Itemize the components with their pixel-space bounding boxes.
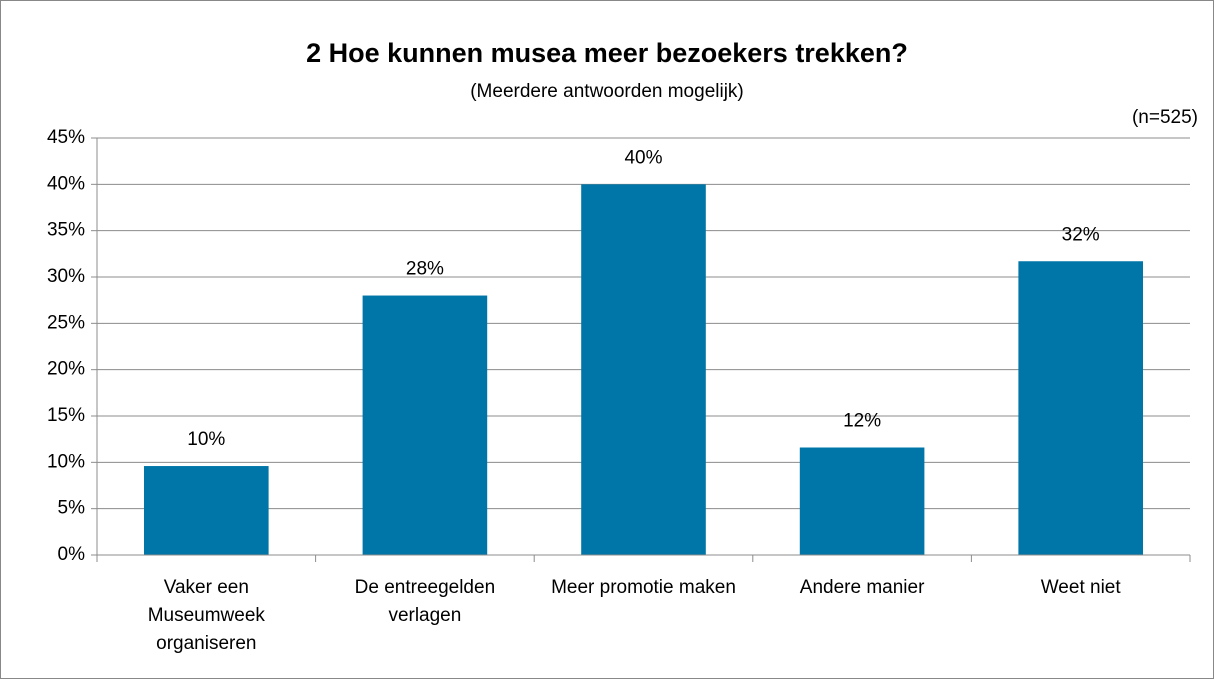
sample-size: (n=525) [1132, 107, 1198, 128]
bar [1018, 261, 1144, 555]
bar [799, 447, 925, 555]
x-tick-label: Andere manier [799, 577, 925, 598]
y-tick-label: 10% [47, 451, 85, 472]
y-tick-label: 40% [47, 173, 85, 194]
y-tick-label: 0% [58, 544, 86, 565]
chart-subtitle: (Meerdere antwoorden mogelijk) [470, 81, 744, 102]
x-tick-label: De entreegelden verlagen [354, 577, 496, 626]
y-tick-label: 30% [47, 266, 85, 287]
data-label: 10% [187, 429, 225, 450]
x-tick-label: Weet niet [1040, 577, 1121, 598]
data-label: 12% [843, 411, 881, 432]
y-tick-label: 25% [47, 312, 85, 333]
y-tick-label: 35% [47, 220, 85, 241]
y-tick-label: 5% [58, 498, 86, 519]
data-label: 28% [406, 259, 444, 280]
y-tick-label: 15% [47, 405, 85, 426]
bar [143, 466, 269, 555]
x-tick-label: Vaker een Museumweek organiseren [147, 577, 265, 654]
chart-title: 2 Hoe kunnen musea meer bezoekers trekke… [306, 38, 908, 68]
y-tick-label: 20% [47, 359, 85, 380]
bar [581, 184, 706, 556]
bar [362, 295, 488, 555]
y-tick-label: 45% [47, 127, 85, 148]
data-label: 32% [1062, 224, 1100, 245]
data-label: 40% [624, 147, 662, 168]
x-tick-label: Meer promotie maken [551, 577, 736, 598]
